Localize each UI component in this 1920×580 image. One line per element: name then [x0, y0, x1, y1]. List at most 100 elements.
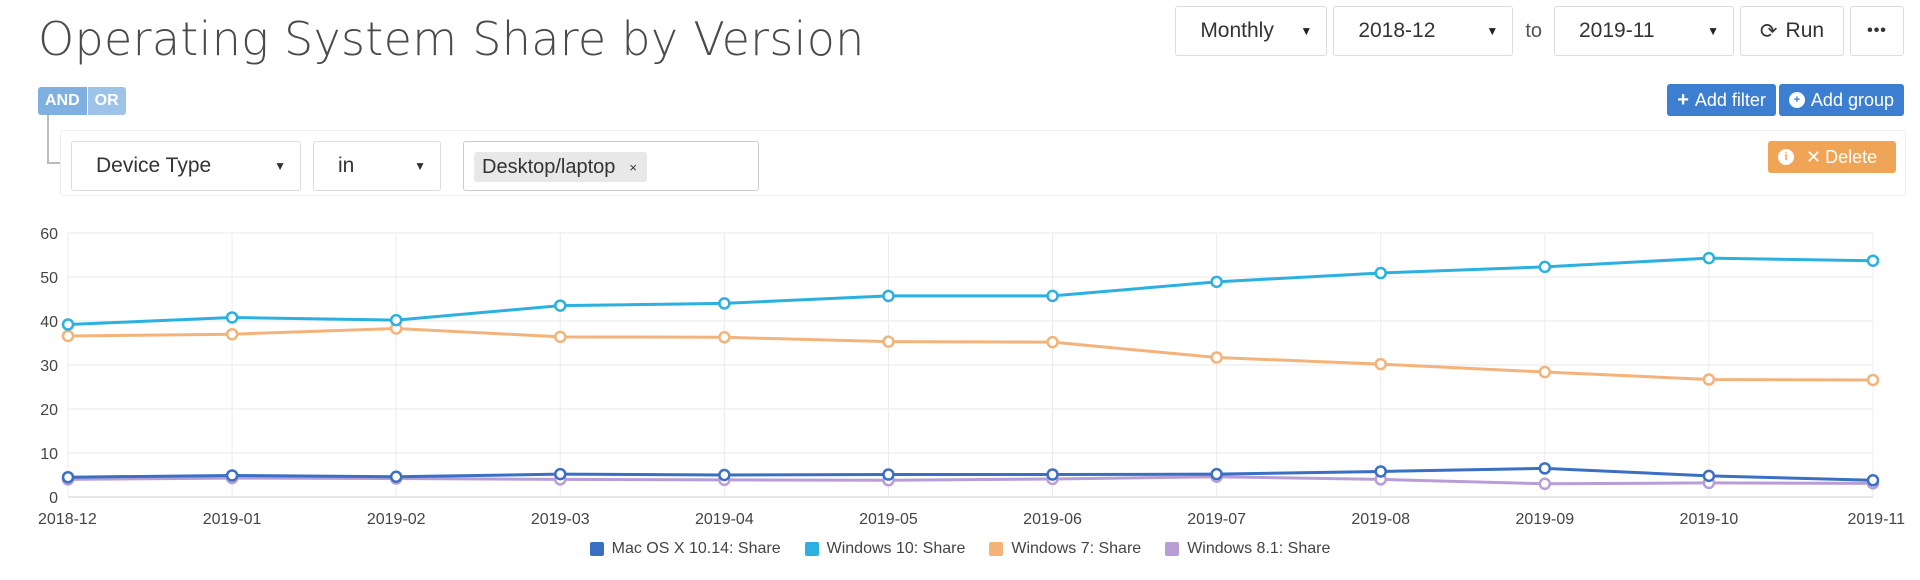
x-tick-label: 2019-10 — [1680, 511, 1739, 528]
series-line — [67, 326, 1874, 382]
y-tick-label: 10 — [40, 446, 58, 463]
x-tick-label: 2019-09 — [1515, 511, 1574, 528]
caret-down-icon: ▼ — [1486, 24, 1499, 38]
series-line — [67, 256, 1874, 327]
data-point — [61, 470, 75, 484]
x-tick-label: 2019-11 — [1847, 511, 1905, 528]
add-filter-label: Add filter — [1694, 89, 1766, 110]
data-point — [1374, 465, 1387, 478]
filter-actions: + Add filter + Add group — [1667, 84, 1904, 116]
series-line — [67, 475, 1874, 486]
data-point — [225, 311, 239, 324]
caret-down-icon: ▼ — [1707, 24, 1719, 38]
legend-label: Windows 7: Share — [1011, 540, 1142, 557]
legend-item[interactable]: Windows 7: Share — [989, 540, 1141, 558]
x-tick-label: 2019-08 — [1351, 511, 1410, 528]
caret-down-icon: ▼ — [274, 159, 286, 173]
data-point — [554, 467, 567, 481]
y-tick-label: 0 — [49, 490, 58, 507]
or-button[interactable]: OR — [86, 87, 126, 115]
legend-swatch — [589, 542, 604, 556]
filter-value-input[interactable]: Desktop/laptop × — [463, 141, 759, 191]
filter-tag-label: Desktop/laptop — [482, 155, 616, 178]
data-point — [1702, 251, 1716, 265]
data-point — [1538, 365, 1552, 379]
chart-series — [61, 251, 1880, 491]
date-to-select[interactable]: 2019-11 ▼ — [1554, 6, 1734, 56]
filter-operator-value: in — [338, 154, 355, 177]
data-point — [1538, 477, 1552, 491]
data-point — [718, 468, 731, 482]
date-from-select[interactable]: 2018-12 ▼ — [1333, 6, 1514, 56]
add-group-label: Add group — [1810, 89, 1894, 110]
data-point — [554, 299, 567, 312]
filter-operator-select[interactable]: in ▼ — [313, 141, 441, 191]
data-point — [1538, 260, 1552, 274]
data-point — [389, 313, 403, 327]
add-filter-button[interactable]: + Add filter — [1667, 84, 1776, 116]
data-point — [1210, 467, 1223, 481]
series-0 — [61, 462, 1880, 487]
legend-label: Windows 8.1: Share — [1187, 540, 1331, 557]
plus-icon: + — [1677, 88, 1689, 111]
delete-label: Delete — [1825, 146, 1878, 167]
filter-connector — [47, 115, 63, 164]
legend-swatch — [989, 542, 1004, 556]
more-icon: ••• — [1867, 22, 1887, 39]
run-button[interactable]: ⟳ Run — [1740, 6, 1844, 56]
data-point — [1702, 469, 1716, 483]
data-point — [718, 331, 731, 344]
tag-remove-icon[interactable]: × — [629, 159, 638, 175]
caret-down-icon: ▼ — [1300, 24, 1313, 38]
x-tick-label: 2019-01 — [203, 511, 262, 528]
series-1 — [61, 251, 1880, 331]
x-tick-label: 2019-05 — [859, 511, 918, 528]
data-point — [1866, 254, 1880, 267]
data-point — [882, 335, 895, 348]
filter-field-select[interactable]: Device Type ▼ — [71, 141, 301, 191]
data-point — [882, 289, 895, 303]
data-point — [61, 329, 75, 343]
page-title: Operating System Share by Version — [38, 12, 865, 66]
filter-field-value: Device Type — [96, 154, 212, 177]
chart-legend: Mac OS X 10.14: Share Windows 10: Share Wi… — [0, 540, 1920, 558]
data-point — [1866, 373, 1880, 387]
data-point — [389, 470, 403, 484]
data-point — [225, 327, 239, 341]
delete-filter-button[interactable]: i ✕ Delete — [1768, 141, 1896, 173]
to-label: to — [1525, 19, 1542, 42]
and-button[interactable]: AND — [38, 87, 87, 115]
legend-item[interactable]: Mac OS X 10.14: Share — [589, 540, 781, 558]
logic-toggle: AND OR — [38, 87, 126, 115]
more-options-button[interactable]: ••• — [1850, 6, 1904, 56]
y-tick-label: 20 — [40, 402, 58, 419]
x-tick-label: 2019-03 — [531, 511, 590, 528]
y-tick-label: 50 — [40, 270, 58, 287]
data-point — [554, 330, 567, 344]
y-tick-label: 30 — [40, 358, 58, 375]
filter-tag: Desktop/laptop × — [474, 152, 648, 182]
legend-label: Mac OS X 10.14: Share — [611, 540, 781, 557]
legend-item[interactable]: Windows 8.1: Share — [1165, 540, 1330, 558]
date-from-value: 2018-12 — [1358, 19, 1436, 42]
data-point — [718, 297, 731, 310]
run-label: Run — [1785, 19, 1825, 42]
add-group-button[interactable]: + Add group — [1778, 84, 1904, 116]
x-tick-label: 2019-06 — [1023, 511, 1082, 528]
data-point — [1210, 275, 1223, 289]
info-icon: i — [1778, 149, 1794, 165]
filter-row: Device Type ▼ in ▼ Desktop/laptop × — [60, 130, 1906, 196]
date-to-value: 2019-11 — [1579, 19, 1655, 42]
data-point — [882, 468, 895, 481]
data-point — [1374, 357, 1387, 371]
data-point — [61, 318, 75, 331]
data-point — [1374, 266, 1387, 280]
x-tick-label: 2019-07 — [1187, 511, 1246, 528]
legend-item[interactable]: Windows 10: Share — [804, 540, 965, 558]
x-tick-label: 2019-04 — [695, 511, 754, 528]
data-point — [1702, 373, 1716, 386]
data-point — [1538, 462, 1552, 475]
close-icon: ✕ — [1806, 146, 1822, 167]
y-tick-label: 60 — [40, 226, 58, 243]
period-select[interactable]: Monthly ▼ — [1175, 6, 1328, 56]
